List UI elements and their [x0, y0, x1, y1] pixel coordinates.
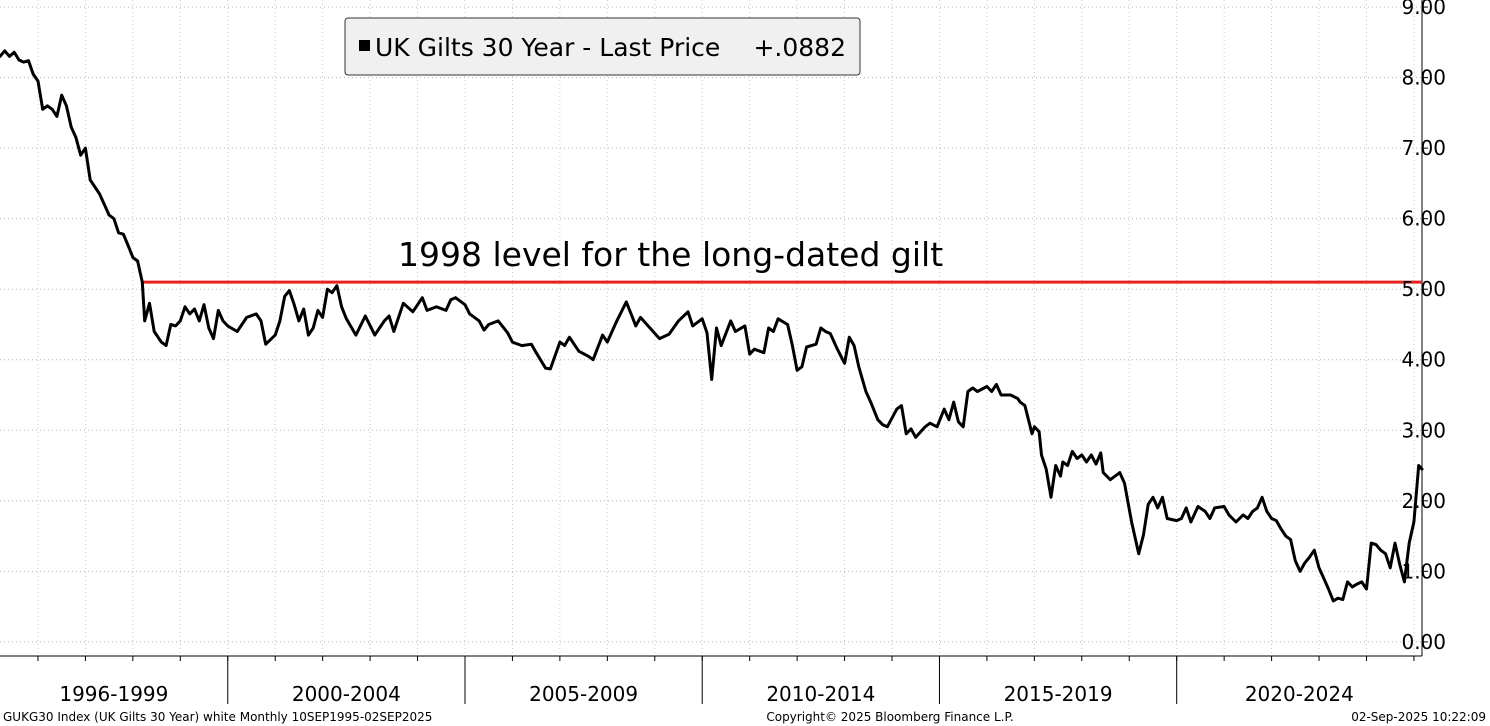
- annotation-text: 1998 level for the long-dated gilt: [398, 235, 943, 274]
- y-tick-label: 2.00: [1401, 489, 1446, 513]
- y-tick-label: 5.00: [1401, 277, 1446, 301]
- series-line-uk-gilts-30y: [0, 49, 1424, 603]
- y-tick-label: 7.00: [1401, 136, 1446, 160]
- grid-layer: [0, 0, 1422, 656]
- x-period-label: 2005-2009: [529, 682, 638, 706]
- footer-center: Copyright© 2025 Bloomberg Finance L.P.: [766, 710, 1013, 724]
- y-tick-label: 3.00: [1401, 418, 1446, 442]
- footer-right: 02-Sep-2025 10:22:09: [1351, 710, 1486, 724]
- series-layer: [0, 49, 1424, 603]
- legend-box: [344, 17, 861, 76]
- axis-layer: [0, 0, 1428, 704]
- y-tick-label: 9.00: [1401, 0, 1446, 19]
- legend-label: UK Gilts 30 Year - Last Price: [375, 33, 720, 62]
- y-tick-label: 1.00: [1401, 559, 1446, 583]
- legend-marker: [359, 40, 370, 51]
- x-period-label: 2020-2024: [1245, 682, 1354, 706]
- legend: UK Gilts 30 Year - Last Price +.0882: [344, 17, 861, 76]
- x-period-label: 2000-2004: [292, 682, 401, 706]
- y-tick-label: 0.00: [1401, 630, 1446, 654]
- y-tick-label: 4.00: [1401, 348, 1446, 372]
- y-tick-label: 6.00: [1401, 207, 1446, 231]
- label-layer: 0.00 1.00 2.00 3.00 4.00 5.00 6.00 7.00 8.00 9.00…: [59, 0, 1446, 706]
- y-tick-label: 8.00: [1401, 66, 1446, 90]
- legend-value: +.0882: [753, 33, 846, 62]
- footer-left: GUKG30 Index (UK Gilts 30 Year) white Mo…: [3, 710, 432, 724]
- x-period-label: 2015-2019: [1004, 682, 1113, 706]
- x-period-label: 1996-1999: [59, 682, 168, 706]
- x-period-label: 2010-2014: [766, 682, 875, 706]
